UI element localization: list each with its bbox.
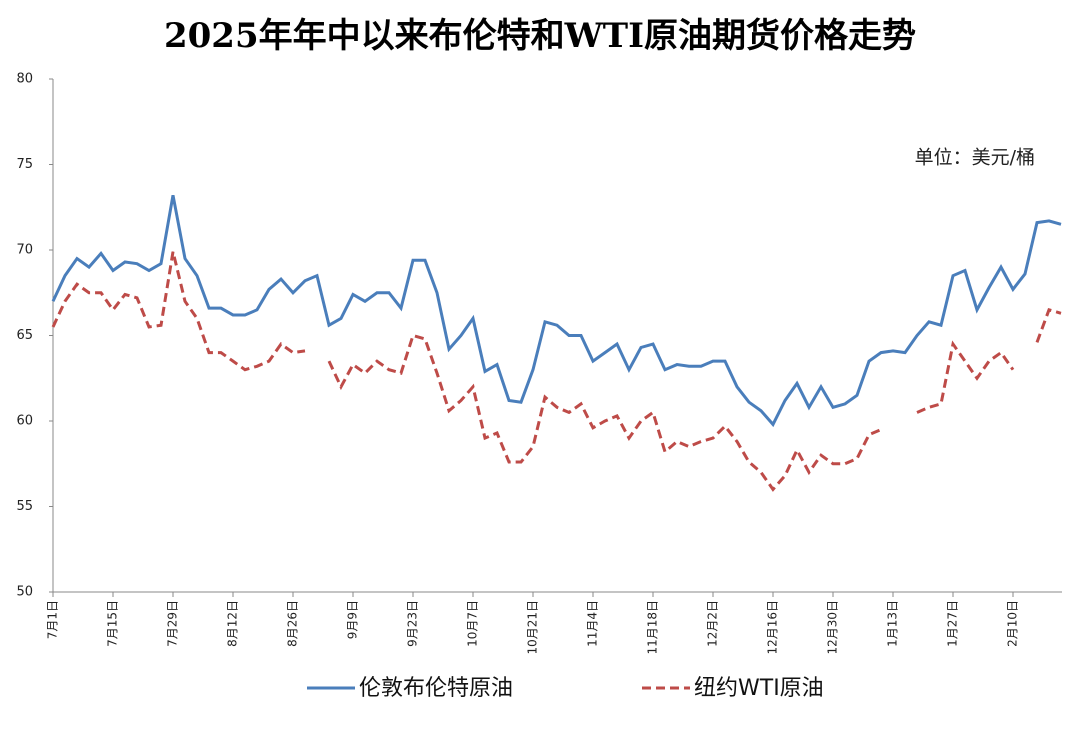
x-tick-label: 7月29日 — [166, 600, 180, 647]
y-tick-label: 65 — [16, 328, 33, 343]
series-line — [51, 195, 1062, 428]
series-line — [51, 251, 1062, 492]
x-tick-label: 9月9日 — [346, 600, 360, 639]
x-tick-label: 12月16日 — [766, 600, 780, 655]
x-tick-label: 9月23日 — [406, 600, 420, 647]
x-tick-label: 7月1日 — [46, 600, 60, 639]
y-tick-label: 70 — [16, 243, 33, 258]
unit-note: 单位：美元/桶 — [915, 147, 1035, 169]
x-tick-label: 8月12日 — [226, 600, 240, 647]
y-tick-label: 55 — [16, 499, 33, 514]
x-tick-label: 8月26日 — [286, 600, 300, 647]
x-tick-label: 11月18日 — [646, 600, 660, 655]
legend-label: 伦敦布伦特原油 — [359, 676, 513, 701]
x-tick-label: 7月15日 — [106, 600, 120, 647]
x-tick-label: 11月4日 — [586, 600, 600, 647]
y-tick-label: 50 — [16, 585, 33, 600]
x-tick-label: 2月10日 — [1006, 600, 1020, 647]
legend-label: 纽约WTI原油 — [694, 676, 824, 701]
chart-title: 2025年年中以来布伦特和WTI原油期货价格走势 — [164, 16, 916, 56]
x-tick-label: 12月2日 — [706, 600, 720, 647]
x-tick-label: 1月27日 — [946, 600, 960, 647]
y-tick-label: 75 — [16, 157, 33, 172]
x-tick-label: 10月21日 — [526, 600, 540, 655]
x-tick-label: 1月13日 — [886, 600, 900, 647]
y-tick-label: 80 — [16, 72, 33, 87]
y-tick-label: 60 — [16, 414, 33, 429]
x-tick-label: 10月7日 — [466, 600, 480, 647]
x-tick-label: 12月30日 — [826, 600, 840, 655]
